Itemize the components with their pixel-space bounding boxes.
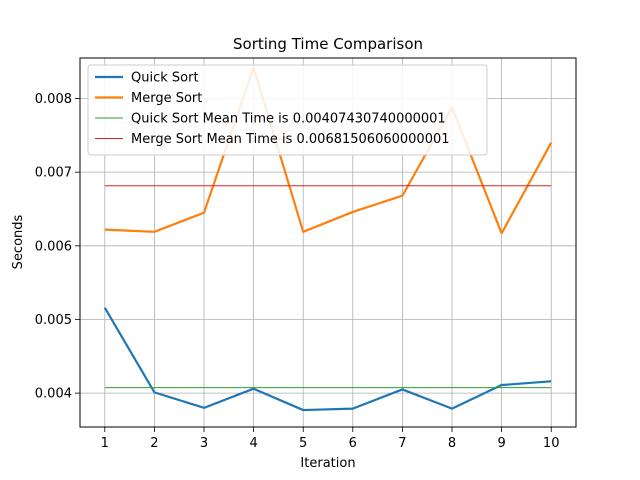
x-tick-label: 10	[543, 436, 560, 451]
x-tick-label: 7	[398, 436, 406, 451]
x-axis-label: Iteration	[300, 456, 355, 471]
legend-entry-label: Merge Sort Mean Time is 0.00681506060000…	[131, 132, 450, 147]
y-tick-label: 0.008	[35, 92, 72, 107]
legend-entry-label: Merge Sort	[131, 91, 202, 106]
series-0-line	[103, 307, 552, 412]
legend: Quick Sort Merge Sort Quick Sort Mean Time…	[87, 64, 488, 156]
y-tick-label: 0.005	[35, 313, 72, 328]
y-tick-label: 0.007	[35, 166, 72, 181]
x-tick-label: 3	[200, 436, 208, 451]
x-tick-label: 5	[299, 436, 307, 451]
x-tick-label: 8	[448, 436, 456, 451]
legend-entry-label: Quick Sort	[131, 71, 199, 86]
x-tick-label: 4	[249, 436, 257, 451]
chart-title: Sorting Time Comparison	[233, 35, 423, 53]
x-tick-label: 1	[101, 436, 109, 451]
x-axis: 1 2 3 4 5 6 7 8 9 10	[101, 427, 560, 451]
y-axis-label: Seconds	[11, 214, 26, 269]
y-tick-label: 0.004	[35, 387, 72, 402]
series-1-line	[104, 66, 553, 235]
x-tick-label: 6	[349, 436, 357, 451]
x-tick-label: 2	[150, 436, 158, 451]
y-tick-label: 0.006	[35, 239, 72, 254]
x-tick-label: 9	[497, 436, 505, 451]
y-axis: 0.004 0.005 0.006 0.007 0.008	[35, 92, 80, 402]
plot-frame	[79, 57, 577, 428]
legend-frame	[87, 64, 488, 156]
series-layer	[103, 66, 553, 412]
legend-entry-label: Quick Sort Mean Time is 0.00407430740000…	[131, 112, 446, 127]
